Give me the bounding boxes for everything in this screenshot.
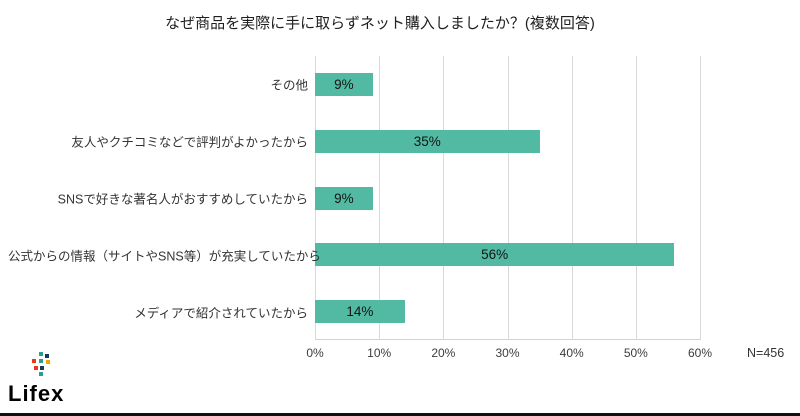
lifex-logo-icon [30, 352, 54, 376]
bar-4: 14% [315, 300, 405, 324]
gridline [379, 56, 381, 340]
bar-2: 9% [315, 186, 373, 210]
gridline [443, 56, 445, 340]
x-tick-label: 60% [687, 346, 713, 360]
chart-title: なぜ商品を実際に手に取らずネット購入しましたか？(複数回答) [165, 15, 595, 32]
x-tick-label: 20% [431, 346, 456, 360]
x-tick-label: 30% [495, 346, 520, 360]
lifex-logo: Lifex [8, 383, 64, 406]
gridline [700, 56, 701, 340]
category-label: その他 [270, 78, 308, 93]
gridline [571, 56, 573, 340]
x-tick-label: 40% [559, 346, 584, 360]
x-tick-label: 0% [306, 346, 324, 360]
x-tick-label: 50% [623, 346, 648, 360]
bar-1: 35% [315, 129, 540, 153]
category-label: 友人やクチコミなどで評判がよかったから [71, 135, 308, 150]
gridline [635, 56, 637, 340]
sample-size-note: N=456 [747, 346, 785, 360]
lifex-logo-text: Lifex [8, 381, 65, 406]
bar-0: 9% [315, 72, 373, 96]
category-label: メディアで紹介されていたから [134, 306, 308, 321]
x-tick-label: 10% [367, 346, 392, 360]
category-label: 公式からの情報（サイトやSNS等）が充実していたから [8, 249, 321, 264]
gridline [507, 56, 509, 340]
plot-area: 9% 35% 9% 56% 14% [315, 56, 701, 340]
footer-divider-line [0, 413, 800, 416]
bar-3: 56% [315, 243, 675, 267]
category-label: SNSで好きな著名人がおすすめしていたから [57, 192, 308, 207]
